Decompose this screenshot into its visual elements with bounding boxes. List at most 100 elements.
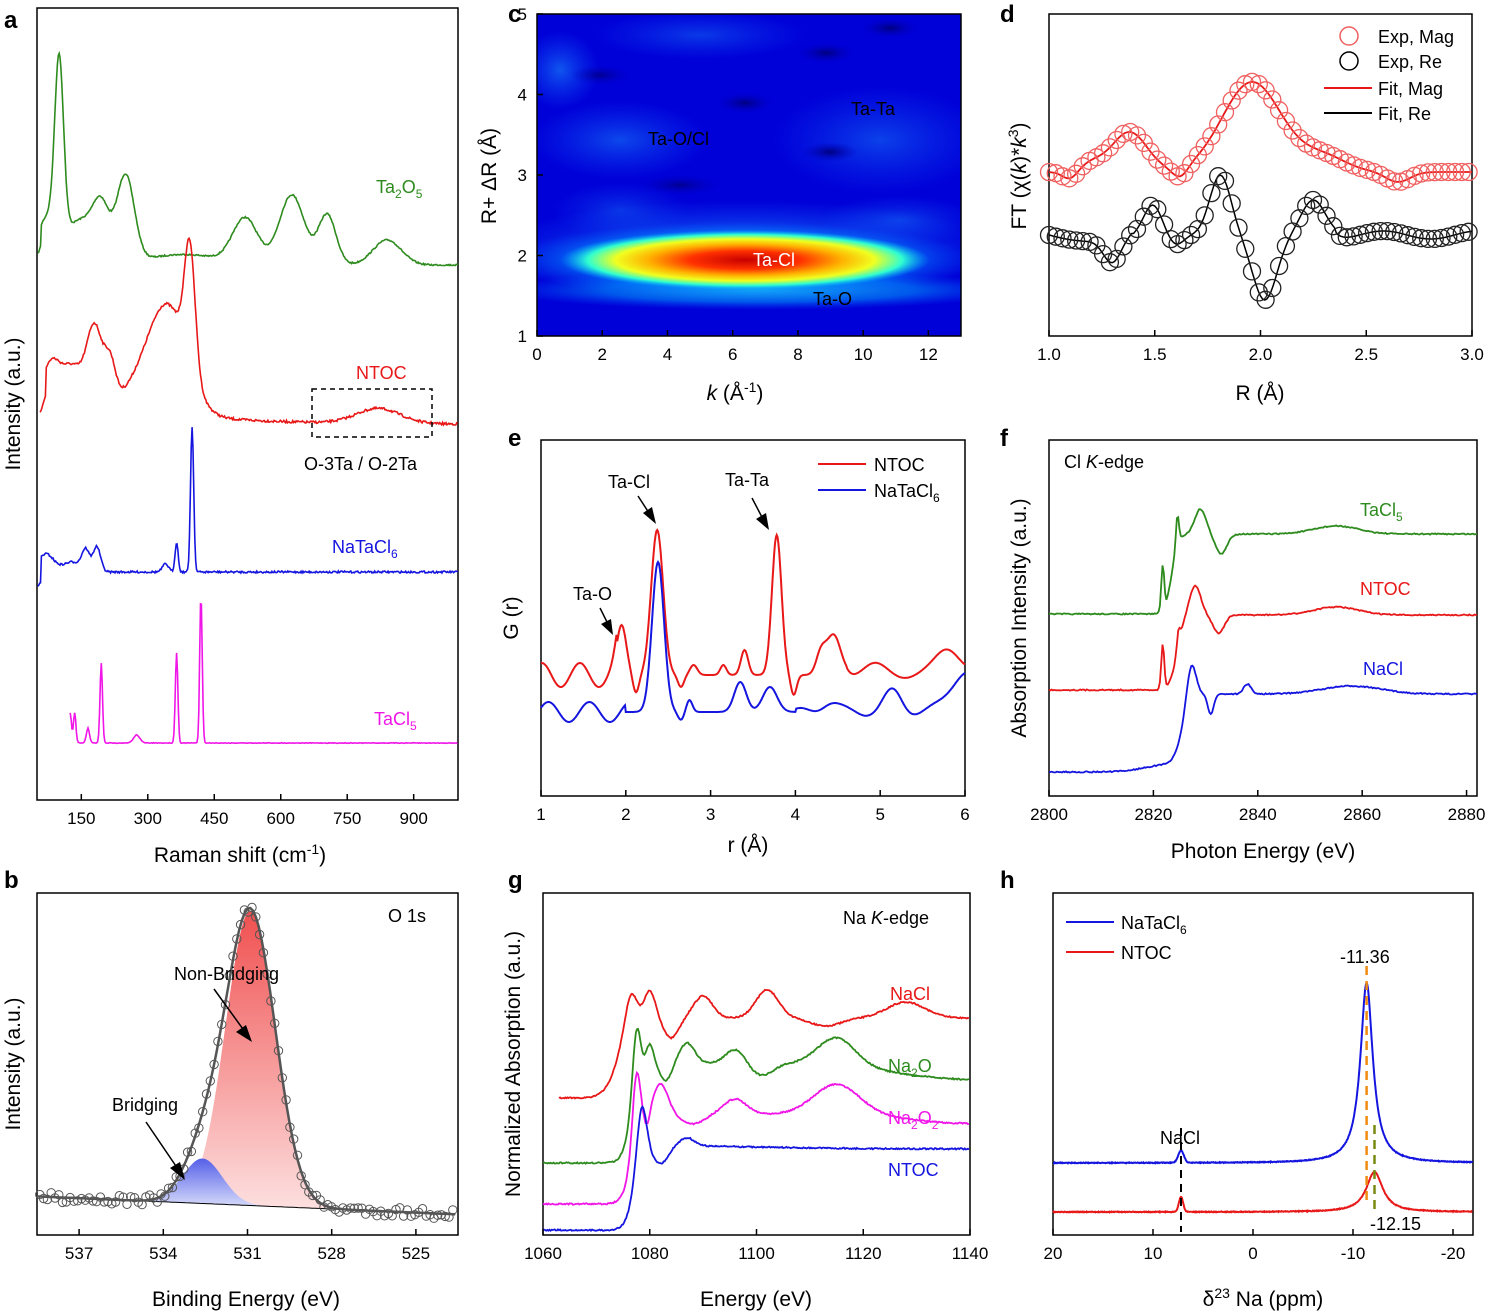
- fit-mag-line: [1048, 80, 1472, 183]
- panel-g-x-tick-label: 1060: [524, 1244, 562, 1263]
- panel-a-x-tick-label: 750: [333, 809, 361, 828]
- panel-g-x-tick-label: 1140: [952, 1244, 989, 1263]
- panel-f-curves: [1048, 508, 1478, 774]
- panel-h-x-label: δ23 Na (ppm): [1203, 1285, 1324, 1311]
- exp-re-point: [1181, 225, 1201, 245]
- legend-exp-mag-marker: [1339, 26, 1359, 46]
- curve-g-na2o2: [542, 1070, 970, 1206]
- exp-mag-point: [1452, 162, 1471, 182]
- label-f-title: Cl K-edge: [1064, 452, 1144, 472]
- exp-re-point: [1405, 227, 1424, 247]
- data-point: [224, 970, 235, 981]
- exp-re-point: [1256, 290, 1275, 309]
- exp-re-point: [1371, 221, 1390, 241]
- panel-c-x-tick-label: 4: [663, 345, 672, 364]
- panel-e-x-tick-label: 5: [875, 805, 884, 824]
- panel-f-y-label: Absorption Intensity (a.u.): [1008, 498, 1031, 737]
- label-f-nacl: NaCl: [1363, 659, 1403, 679]
- panel-f-x-tick-label: 2800: [1030, 805, 1068, 824]
- label-c-tata: Ta-Ta: [851, 99, 896, 119]
- panel-f-x-ticks: 2800 2820 2840 2860 2880: [1030, 790, 1485, 824]
- curve-e-ntoc: [540, 528, 966, 697]
- data-point: [38, 1193, 49, 1204]
- exp-mag-point: [1222, 91, 1241, 110]
- exp-mag-point: [1445, 162, 1465, 182]
- data-point: [258, 948, 269, 958]
- panel-d-x-tick-label: 2.0: [1249, 345, 1273, 364]
- panel-e-x-label: r (Å): [728, 834, 769, 857]
- exp-re-point: [1452, 223, 1471, 243]
- panel-h-x-tick-label: 0: [1248, 1244, 1257, 1263]
- exp-re-point: [1121, 226, 1140, 245]
- panel-label-b: b: [4, 867, 19, 894]
- panel-g-x-tick-label: 1100: [738, 1244, 775, 1263]
- label-h-nacl: NaCl: [1160, 1128, 1200, 1148]
- data-point: [205, 1076, 216, 1086]
- exp-re-point: [1269, 256, 1289, 276]
- panel-a-dashed-box: [311, 388, 433, 438]
- legend-fit-mag: Fit, Mag: [1378, 79, 1443, 99]
- legend-e-natacl6: NaTaCl6: [874, 481, 940, 505]
- data-point: [220, 1000, 231, 1010]
- curve-h-natacl6: [1053, 982, 1474, 1165]
- panel-a-frame: [36, 7, 459, 801]
- data-point: [57, 1197, 68, 1208]
- arrowhead-e-tao: [601, 619, 613, 635]
- curve-f-ntoc: [1048, 584, 1478, 692]
- panel-e-x-tick-label: 1: [536, 805, 545, 824]
- exp-mag-point: [1459, 162, 1478, 182]
- data-point: [349, 1203, 359, 1214]
- panel-c-y-tick-label: 4: [518, 86, 527, 105]
- data-point: [277, 1073, 287, 1083]
- exp-mag-point: [1148, 150, 1167, 169]
- panel-d-x-tick-label: 3.0: [1460, 345, 1484, 364]
- panel-c-y-label: R+ ΔR (Å): [478, 128, 501, 224]
- exp-re-point: [1330, 226, 1350, 246]
- panel-e-pdf: 1 2 3 4 5 6 NTOC NaTaCl6 Ta-Cl Ta-Ta Ta-O r (…: [500, 439, 970, 857]
- curve-ntoc: [39, 236, 458, 427]
- data-point: [198, 1107, 208, 1117]
- annotation-o3ta-o2ta: O-3Ta / O-2Ta: [304, 454, 418, 474]
- exp-re-point: [1066, 231, 1086, 250]
- legend-exp-re: Exp, Re: [1378, 52, 1442, 72]
- panel-a-raman: 150 300 450 600 750 900 Ta2O5 NTOC NaTaCl6 Ta…: [2, 7, 459, 867]
- panel-a-x-tick-label: 450: [200, 809, 228, 828]
- exp-re-point: [1039, 225, 1059, 245]
- data-point: [122, 1199, 132, 1210]
- panel-e-x-tick-label: 6: [960, 805, 969, 824]
- panel-b-x-tick-label: 537: [65, 1244, 93, 1263]
- exp-mag-point: [1114, 124, 1133, 144]
- exp-re-point: [1337, 228, 1356, 247]
- exp-re-point: [1398, 226, 1417, 245]
- exp-mag-point: [1073, 157, 1092, 176]
- label-g-na2o2: Na2O2: [888, 1108, 939, 1132]
- panel-f-x-tick-label: 2820: [1134, 805, 1172, 824]
- label-g-na2o: Na2O: [888, 1056, 932, 1080]
- arrow-bridging: [145, 1121, 181, 1173]
- arrowhead-bridging: [170, 1162, 185, 1180]
- panel-h-frame: [1052, 892, 1474, 1236]
- label-g-title: Na K-edge: [843, 908, 929, 928]
- exp-mag-point: [1202, 127, 1221, 146]
- data-point: [213, 1036, 223, 1047]
- label-c-tacl: Ta-Cl: [753, 250, 795, 270]
- panel-d-curves: [1039, 72, 1478, 309]
- panel-label-a: a: [4, 7, 18, 34]
- data-point: [307, 1190, 318, 1201]
- panel-c-x-tick-label: 2: [597, 345, 606, 364]
- panel-a-y-label: Intensity (a.u.): [2, 337, 25, 470]
- panel-b-x-tick-label: 534: [149, 1244, 177, 1263]
- panel-f-frame: [1048, 439, 1478, 797]
- exp-re-point: [1324, 217, 1343, 236]
- panel-c-heatmap: [537, 14, 961, 336]
- panel-c-y-tick-label: 2: [518, 247, 527, 266]
- panel-b-x-tick-label: 528: [318, 1244, 346, 1263]
- panel-a-x-tick-label: 150: [67, 809, 95, 828]
- panel-g-curves: [542, 988, 970, 1233]
- exp-re-point: [1073, 231, 1092, 251]
- exp-mag-point: [1175, 164, 1194, 183]
- panel-g-x-tick-label: 1120: [845, 1244, 882, 1263]
- exp-mag-point: [1161, 162, 1180, 181]
